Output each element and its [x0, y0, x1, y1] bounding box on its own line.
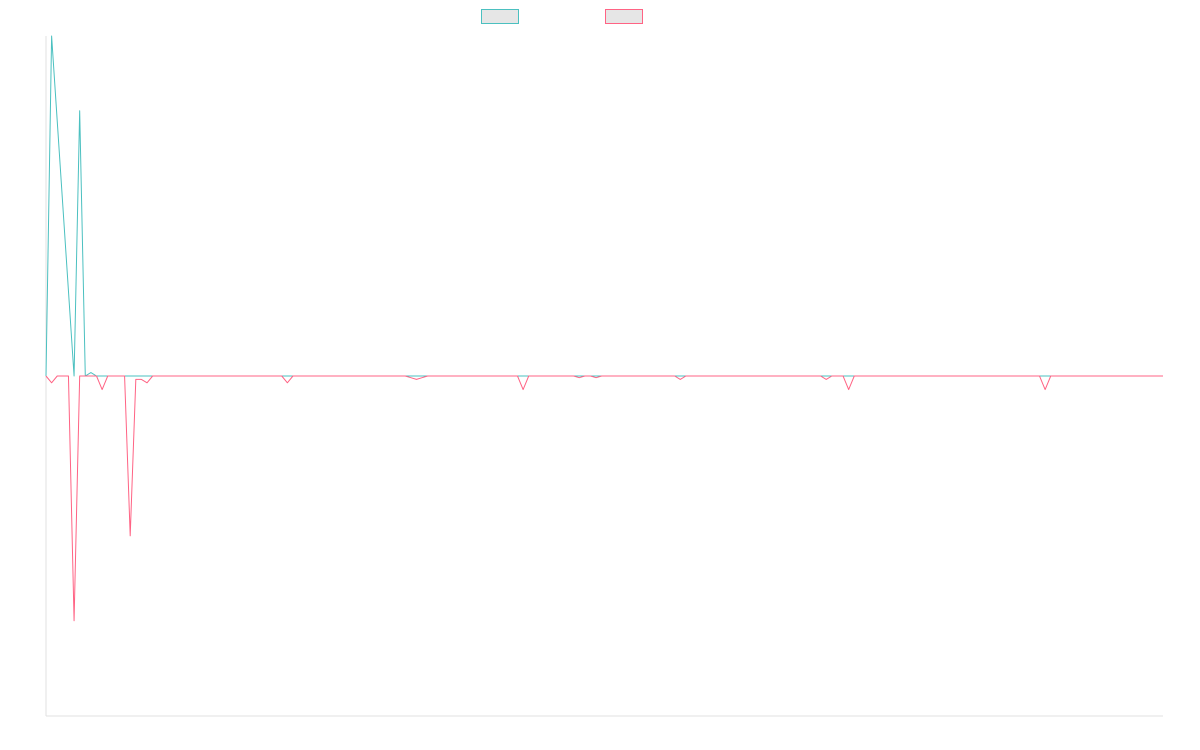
- series-2-line: [45, 375, 1163, 622]
- legend-swatch-series-1[interactable]: [481, 9, 519, 24]
- series-layer: [45, 35, 1163, 622]
- series-1-line: [45, 35, 1163, 377]
- legend-swatch-series-2[interactable]: [605, 9, 643, 24]
